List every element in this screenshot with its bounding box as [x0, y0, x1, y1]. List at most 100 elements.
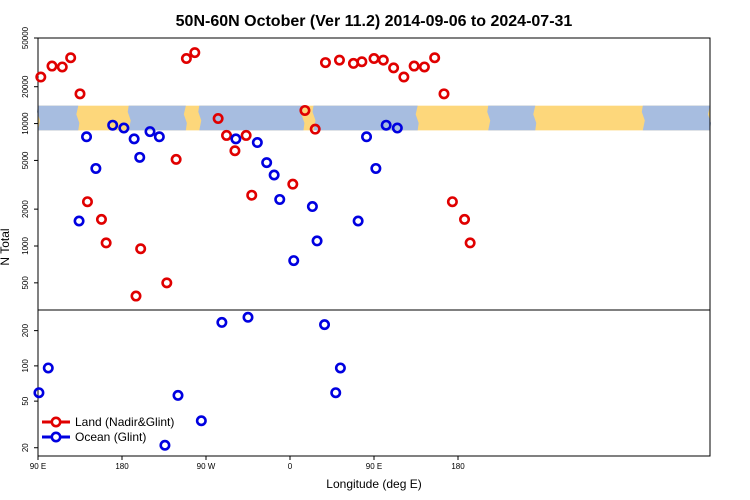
data-point — [268, 169, 280, 181]
data-point — [287, 178, 299, 190]
x-axis: 90 E 180 90 W 0 90 E 180 — [30, 456, 465, 471]
data-point — [74, 88, 86, 100]
data-point — [464, 237, 476, 249]
data-point — [35, 71, 47, 83]
y-tick-label: 500 — [21, 276, 30, 290]
data-point — [330, 387, 342, 399]
x-tick-label: 90 E — [366, 462, 382, 471]
data-point — [446, 196, 458, 208]
data-point — [189, 47, 201, 59]
data-point — [128, 133, 140, 145]
data-point — [391, 122, 403, 134]
data-point — [135, 243, 147, 255]
legend-land-label: Land (Nadir&Glint) — [75, 415, 174, 429]
data-point — [370, 162, 382, 174]
x-tick-label: 180 — [451, 462, 465, 471]
data-point — [118, 122, 130, 134]
data-point — [242, 311, 254, 323]
x-tick-label: 0 — [288, 462, 293, 471]
y-tick-label: 20 — [21, 443, 30, 452]
data-point — [333, 54, 345, 66]
map-ocean-region — [487, 105, 537, 131]
y-tick-label: 50000 — [21, 26, 30, 49]
y-tick-label: 20000 — [21, 75, 30, 98]
series-ocean — [33, 119, 403, 451]
data-point — [107, 119, 119, 131]
x-tick-label: 90 W — [197, 462, 216, 471]
data-point — [352, 215, 364, 227]
data-points — [33, 47, 476, 451]
legend: Land (Nadir&Glint) Ocean (Glint) — [42, 415, 174, 444]
plot-frame — [37, 37, 711, 457]
data-point — [172, 389, 184, 401]
data-point — [95, 213, 107, 225]
legend-ocean-label: Ocean (Glint) — [75, 430, 146, 444]
data-point — [408, 60, 420, 72]
data-point — [216, 316, 228, 328]
data-point — [33, 387, 45, 399]
legend-ocean-marker — [50, 431, 62, 443]
data-point — [221, 129, 233, 141]
data-point — [368, 53, 380, 65]
data-point — [319, 57, 331, 69]
data-point — [56, 61, 68, 73]
data-point — [240, 129, 252, 141]
x-tick-label: 180 — [115, 462, 129, 471]
data-point — [261, 157, 273, 169]
data-point — [230, 133, 242, 145]
data-point — [380, 119, 392, 131]
data-point — [195, 415, 207, 427]
map-ocean-region — [312, 105, 419, 131]
y-tick-label: 100 — [21, 359, 30, 373]
data-point — [251, 137, 263, 149]
data-point — [459, 213, 471, 225]
y-tick-label: 50 — [21, 396, 30, 405]
y-axis-label: N Total — [0, 228, 12, 265]
data-point — [319, 319, 331, 331]
y-axis: 50000 20000 10000 5000 2000 1000 500 200 100 50 20 — [21, 26, 38, 452]
data-point — [429, 52, 441, 64]
y-tick-label: 5000 — [21, 151, 30, 169]
map-ocean-region — [198, 105, 305, 131]
data-point — [81, 196, 93, 208]
data-point — [334, 362, 346, 374]
data-point — [377, 54, 389, 66]
data-point — [65, 52, 77, 64]
data-point — [130, 290, 142, 302]
series-land — [35, 47, 476, 302]
data-point — [388, 62, 400, 74]
data-point — [356, 56, 368, 68]
data-point — [81, 131, 93, 143]
data-point — [180, 53, 192, 65]
data-point — [299, 104, 311, 116]
x-axis-label: Longitude (deg E) — [326, 477, 421, 491]
chart-title: 50N-60N October (Ver 11.2) 2014-09-06 to… — [176, 13, 573, 30]
data-point — [212, 113, 224, 125]
data-point — [134, 151, 146, 163]
y-tick-label: 2000 — [21, 200, 30, 218]
data-point — [274, 193, 286, 205]
data-point — [161, 277, 173, 289]
data-point — [159, 439, 171, 451]
data-point — [398, 71, 410, 83]
map-ocean-region — [127, 105, 187, 131]
data-point — [288, 255, 300, 267]
data-point — [90, 162, 102, 174]
data-point — [246, 189, 258, 201]
data-point — [100, 237, 112, 249]
data-point — [438, 88, 450, 100]
y-tick-label: 10000 — [21, 112, 30, 135]
data-point — [347, 57, 359, 69]
y-tick-label: 200 — [21, 323, 30, 337]
data-point — [311, 235, 323, 247]
y-tick-label: 1000 — [21, 237, 30, 255]
data-point — [418, 61, 430, 73]
data-point — [144, 126, 156, 138]
legend-land-marker — [50, 416, 62, 428]
data-point — [170, 153, 182, 165]
data-point — [153, 131, 165, 143]
map-ocean-region — [641, 105, 711, 131]
data-point — [73, 215, 85, 227]
data-point — [46, 60, 58, 72]
map-ocean-region — [37, 105, 80, 131]
